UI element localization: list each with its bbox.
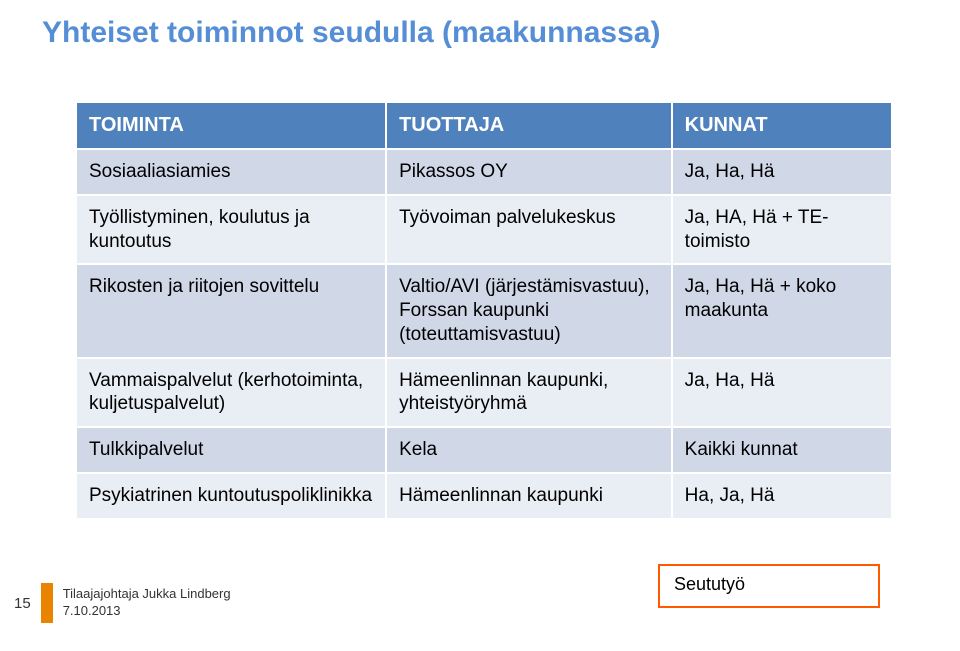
col-header-toiminta: TOIMINTA — [76, 102, 386, 149]
cell-kunnat: Ja, HA, Hä + TE-toimisto — [672, 195, 892, 265]
cell-kunnat: Ja, Ha, Hä + koko maakunta — [672, 264, 892, 357]
table-row: Sosiaaliasiamies Pikassos OY Ja, Ha, Hä — [76, 149, 892, 195]
col-header-kunnat: KUNNAT — [672, 102, 892, 149]
cell-toiminta: Psykiatrinen kuntoutuspoliklinikka — [76, 473, 386, 519]
cell-toiminta: Tulkkipalvelut — [76, 427, 386, 473]
footer: 15 Tilaajajohtaja Jukka Lindberg 7.10.20… — [0, 583, 231, 623]
footer-line1: Tilaajajohtaja Jukka Lindberg — [63, 586, 231, 603]
cell-toiminta: Rikosten ja riitojen sovittelu — [76, 264, 386, 357]
page-number: 15 — [0, 593, 37, 614]
cell-tuottaja: Valtio/AVI (järjestämisvastuu), Forssan … — [386, 264, 672, 357]
footer-orange-bar — [41, 583, 53, 623]
footer-line2: 7.10.2013 — [63, 603, 231, 620]
table-row: Työllistyminen, koulutus ja kuntoutus Ty… — [76, 195, 892, 265]
seututyo-box: Seututyö — [658, 564, 880, 608]
data-table: TOIMINTA TUOTTAJA KUNNAT Sosiaaliasiamie… — [74, 100, 894, 521]
cell-toiminta: Sosiaaliasiamies — [76, 149, 386, 195]
cell-tuottaja: Kela — [386, 427, 672, 473]
footer-text: Tilaajajohtaja Jukka Lindberg 7.10.2013 — [63, 586, 231, 620]
cell-kunnat: Kaikki kunnat — [672, 427, 892, 473]
cell-kunnat: Ja, Ha, Hä — [672, 149, 892, 195]
slide-title: Yhteiset toiminnot seudulla (maakunnassa… — [42, 16, 660, 50]
cell-kunnat: Ja, Ha, Hä — [672, 358, 892, 428]
table-row: Rikosten ja riitojen sovittelu Valtio/AV… — [76, 264, 892, 357]
cell-toiminta: Vammaispalvelut (kerhotoiminta, kuljetus… — [76, 358, 386, 428]
cell-tuottaja: Pikassos OY — [386, 149, 672, 195]
cell-tuottaja: Työvoiman palvelukeskus — [386, 195, 672, 265]
table-row: Tulkkipalvelut Kela Kaikki kunnat — [76, 427, 892, 473]
cell-toiminta: Työllistyminen, koulutus ja kuntoutus — [76, 195, 386, 265]
col-header-tuottaja: TUOTTAJA — [386, 102, 672, 149]
table-row: Vammaispalvelut (kerhotoiminta, kuljetus… — [76, 358, 892, 428]
table-header-row: TOIMINTA TUOTTAJA KUNNAT — [76, 102, 892, 149]
table-row: Psykiatrinen kuntoutuspoliklinikka Hämee… — [76, 473, 892, 519]
cell-tuottaja: Hämeenlinnan kaupunki — [386, 473, 672, 519]
cell-kunnat: Ha, Ja, Hä — [672, 473, 892, 519]
cell-tuottaja: Hämeenlinnan kaupunki, yhteistyöryhmä — [386, 358, 672, 428]
